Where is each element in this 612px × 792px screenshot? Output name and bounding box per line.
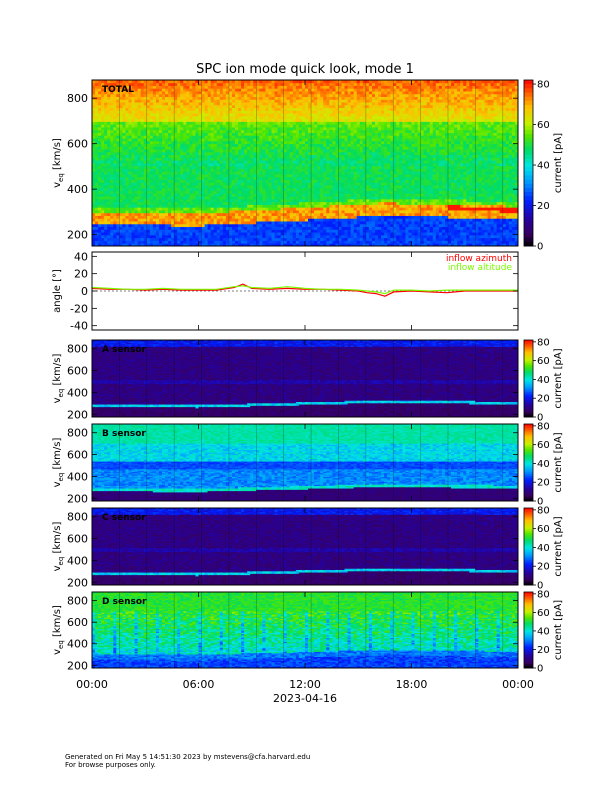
heatmap-cells xyxy=(91,592,519,669)
colorbar-tick-label: 40 xyxy=(537,626,550,637)
x-tick-label: 00:00 xyxy=(76,678,108,691)
colorbar-tick-label: 20 xyxy=(537,201,550,212)
x-tick-label: 00:00 xyxy=(502,678,534,691)
y-tick-label: 200 xyxy=(67,229,88,242)
legend-entry: inflow azimuth xyxy=(446,254,512,264)
y-tick-label: 400 xyxy=(67,638,88,651)
colorbar-tick-label: 0 xyxy=(537,242,543,253)
y-tick-label: 400 xyxy=(67,386,88,399)
y-tick-label: 400 xyxy=(67,554,88,567)
colorbar-tick-label: 20 xyxy=(537,394,550,405)
colorbar: 0 20 40 60 80 current [pA] xyxy=(523,80,564,253)
x-tick-label: 18:00 xyxy=(396,678,428,691)
colorbar-tick-label: 40 xyxy=(537,543,550,554)
colorbar-label: current [pA] xyxy=(553,432,564,492)
colorbar-tick-label: 40 xyxy=(537,459,550,470)
footer-browse-note: For browse purposes only. xyxy=(65,761,156,769)
y-axis-label: veq [km/s] xyxy=(52,354,65,404)
y-axis-label: veq [km/s] xyxy=(52,605,65,655)
y-tick-label: 800 xyxy=(67,92,88,105)
colorbar-tick-label: 0 xyxy=(537,413,543,424)
series-line-inflow-altitude xyxy=(91,285,518,295)
colorbar-tick-label: 40 xyxy=(537,161,550,172)
y-axis-label: veq [km/s] xyxy=(52,138,65,188)
y-tick-label: 800 xyxy=(67,427,88,440)
y-tick-label: 600 xyxy=(67,138,88,151)
colorbar-tick-label: 80 xyxy=(537,337,550,348)
panel-label: A sensor xyxy=(102,345,147,355)
panel-label: D sensor xyxy=(102,597,147,607)
colorbar-tick-label: 20 xyxy=(537,562,550,573)
y-tick-label: 200 xyxy=(67,659,88,672)
heatmap-cells xyxy=(91,340,519,418)
y-tick-label: -20 xyxy=(70,302,88,315)
panel-label: TOTAL xyxy=(102,85,134,95)
x-axis-date-label: 2023-04-16 xyxy=(273,692,337,705)
x-tick-label: 12:00 xyxy=(289,678,321,691)
footer-generated-line: Generated on Fri May 5 14:51:30 2023 by … xyxy=(65,753,310,761)
y-tick-label: 200 xyxy=(67,408,88,421)
colorbar-tick-label: 80 xyxy=(537,421,550,432)
panel-label: B sensor xyxy=(102,429,146,439)
y-tick-label: 600 xyxy=(67,533,88,546)
y-tick-label: 200 xyxy=(67,492,88,505)
y-tick-label: 800 xyxy=(67,511,88,524)
colorbar-tick-label: 60 xyxy=(537,608,550,619)
y-tick-label: 800 xyxy=(67,595,88,608)
y-axis-label: veq [km/s] xyxy=(52,522,65,572)
y-tick-label: 600 xyxy=(67,616,88,629)
colorbar-tick-label: 60 xyxy=(537,524,550,535)
y-tick-label: 600 xyxy=(67,365,88,378)
y-tick-label: 200 xyxy=(67,576,88,589)
y-axis-label: angle [°] xyxy=(52,269,63,313)
y-tick-label: 800 xyxy=(67,343,88,356)
colorbar-tick-label: 80 xyxy=(537,80,550,91)
colorbar-tick-label: 0 xyxy=(537,581,543,592)
heatmap-cells xyxy=(91,80,519,247)
colorbar-tick-label: 20 xyxy=(537,478,550,489)
heatmap-cells xyxy=(91,508,519,586)
colorbar-label: current [pA] xyxy=(553,600,564,660)
colorbar-tick-label: 80 xyxy=(537,505,550,516)
y-tick-label: 40 xyxy=(74,250,88,263)
colorbar-tick-label: 0 xyxy=(537,497,543,508)
y-tick-label: 600 xyxy=(67,449,88,462)
colorbar-tick-label: 0 xyxy=(537,664,543,675)
colorbar-tick-label: 60 xyxy=(537,120,550,131)
chart-title: SPC ion mode quick look, mode 1 xyxy=(196,62,414,77)
y-tick-label: 400 xyxy=(67,183,88,196)
colorbar-tick-label: 60 xyxy=(537,356,550,367)
colorbar-label: current [pA] xyxy=(553,133,564,193)
y-tick-label: 400 xyxy=(67,470,88,483)
colorbar-label: current [pA] xyxy=(553,348,564,408)
x-tick-label: 06:00 xyxy=(183,678,215,691)
legend-entry: inflow altitude xyxy=(448,263,513,273)
y-tick-label: 0 xyxy=(81,285,88,298)
colorbar-tick-label: 80 xyxy=(537,589,550,600)
y-tick-label: -40 xyxy=(70,320,88,333)
panel-total: TOTAL 0 20 40 60 80 current [pA] veq [km/s] 200 4… xyxy=(52,79,564,253)
colorbar-label: current [pA] xyxy=(553,516,564,576)
y-tick-label: 20 xyxy=(74,268,88,281)
y-axis-label: veq [km/s] xyxy=(52,438,65,488)
panel-label: C sensor xyxy=(102,513,146,523)
colorbar-tick-label: 20 xyxy=(537,645,550,656)
colorbar-tick-label: 40 xyxy=(537,375,550,386)
heatmap-cells xyxy=(91,424,519,502)
colorbar-tick-label: 60 xyxy=(537,440,550,451)
